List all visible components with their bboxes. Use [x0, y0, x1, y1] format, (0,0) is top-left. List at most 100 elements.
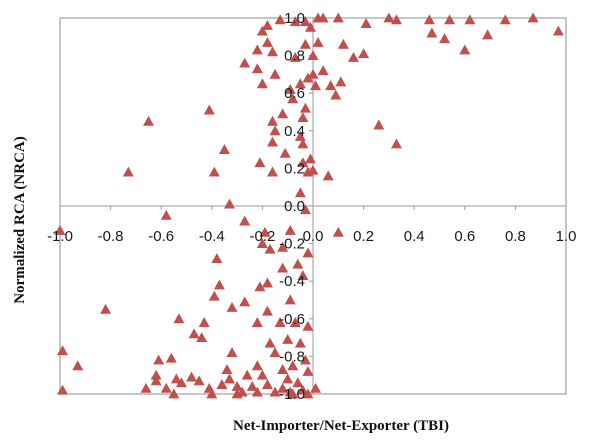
data-point	[241, 369, 253, 380]
data-point	[552, 25, 564, 36]
data-point	[325, 80, 337, 91]
data-point	[239, 57, 251, 68]
x-tick-label: -1.0	[47, 228, 73, 245]
data-point	[499, 14, 511, 25]
data-point	[206, 388, 218, 399]
data-point	[444, 14, 456, 25]
data-point	[208, 166, 220, 177]
data-point	[302, 388, 314, 399]
x-axis-title: Net-Importer/Net-Exporter (TBI)	[233, 418, 449, 434]
data-point	[100, 303, 112, 314]
data-point	[231, 380, 243, 391]
y-tick-label: 0.8	[284, 48, 305, 65]
data-point	[160, 382, 172, 393]
data-point	[282, 373, 294, 384]
data-point	[282, 333, 294, 344]
data-point	[239, 215, 251, 226]
data-point	[193, 375, 205, 386]
data-point	[173, 313, 185, 324]
data-point	[277, 262, 289, 273]
data-point	[211, 253, 223, 264]
data-point	[267, 46, 279, 57]
data-point	[332, 226, 344, 237]
data-point	[284, 224, 296, 235]
y-axis-title: Normalized RCA (NRCA)	[12, 136, 28, 303]
data-point	[439, 33, 451, 44]
data-point	[198, 317, 210, 327]
data-point	[196, 332, 208, 342]
data-point	[299, 204, 311, 215]
data-point	[221, 364, 233, 374]
data-point	[54, 224, 66, 235]
data-point	[140, 382, 152, 393]
data-point	[188, 328, 200, 339]
data-point	[267, 136, 279, 147]
data-point	[251, 44, 263, 55]
data-points	[54, 12, 564, 399]
data-point	[287, 93, 299, 104]
data-point	[322, 170, 334, 181]
data-point	[203, 104, 215, 115]
data-point	[317, 65, 329, 76]
y-tick-label: 0.2	[284, 160, 305, 177]
data-point	[259, 226, 271, 237]
data-point	[299, 354, 311, 365]
data-point	[297, 138, 309, 149]
data-point	[294, 337, 306, 348]
zero-axes	[59, 17, 567, 395]
data-point	[289, 16, 301, 27]
data-point	[274, 14, 286, 25]
data-point	[358, 48, 370, 59]
x-tick-label: 0.0	[303, 228, 324, 245]
y-tick-label: 1.0	[284, 10, 305, 27]
data-point	[208, 290, 220, 301]
data-point	[482, 29, 494, 40]
data-point	[302, 247, 314, 258]
x-tick-labels: -1.0 -0.8 -0.6 -0.4 -0.2 0.0 0.2 0.4 0.6 0.8 1.0	[47, 228, 576, 245]
data-point	[251, 317, 263, 327]
data-point	[269, 347, 281, 358]
data-point	[274, 317, 286, 327]
y-tick-labels: 1.0 0.8 0.6 0.4 0.2 0.0 -0.2 -0.4 -0.6 -0.8 -1.0	[279, 10, 305, 403]
data-point	[256, 238, 268, 248]
data-point	[261, 305, 273, 316]
x-tick-label: 0.4	[404, 228, 425, 245]
data-point	[390, 138, 402, 149]
data-point	[304, 21, 316, 32]
data-point	[360, 18, 372, 29]
data-point	[186, 371, 198, 382]
data-point	[307, 68, 319, 79]
data-point	[299, 102, 311, 113]
data-point	[165, 352, 177, 363]
data-point	[160, 209, 172, 220]
data-point	[218, 144, 230, 154]
data-point	[261, 36, 273, 47]
data-point	[317, 12, 329, 23]
data-point	[310, 80, 322, 91]
x-tick-label: 0.6	[454, 228, 475, 245]
data-point	[226, 347, 238, 358]
data-point	[297, 157, 309, 168]
data-point	[347, 51, 359, 62]
data-point	[267, 166, 279, 177]
data-point	[304, 153, 316, 164]
data-point	[279, 147, 291, 158]
data-point	[261, 20, 273, 30]
data-point	[277, 364, 289, 374]
data-point	[330, 89, 342, 100]
data-point	[373, 119, 385, 130]
data-point	[302, 72, 314, 83]
data-point	[312, 36, 324, 47]
data-point	[143, 115, 155, 126]
data-point	[527, 12, 539, 23]
data-point	[277, 108, 289, 119]
data-point	[57, 384, 69, 395]
data-point	[277, 382, 289, 393]
data-point	[267, 115, 279, 126]
data-point	[224, 198, 236, 209]
data-point	[297, 384, 309, 395]
x-tick-label: -0.8	[98, 228, 124, 245]
data-point	[256, 369, 268, 380]
data-point	[246, 380, 258, 391]
